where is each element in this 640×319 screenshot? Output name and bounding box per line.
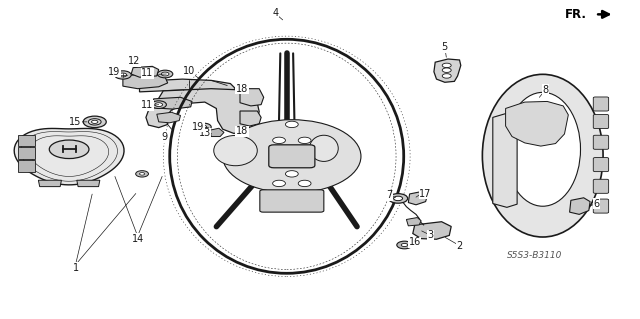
FancyBboxPatch shape: [593, 115, 609, 129]
Circle shape: [298, 180, 311, 187]
Circle shape: [200, 125, 207, 129]
Ellipse shape: [214, 135, 257, 166]
Ellipse shape: [483, 74, 603, 237]
Polygon shape: [157, 112, 180, 123]
Ellipse shape: [223, 120, 361, 193]
Text: FR.: FR.: [565, 8, 587, 21]
Circle shape: [88, 119, 101, 125]
Polygon shape: [140, 79, 236, 93]
Text: 8: 8: [542, 85, 548, 95]
Circle shape: [394, 196, 403, 201]
Text: 4: 4: [272, 8, 278, 19]
Circle shape: [285, 171, 298, 177]
FancyBboxPatch shape: [593, 97, 609, 111]
Text: 14: 14: [131, 234, 144, 244]
Polygon shape: [131, 66, 159, 77]
Circle shape: [273, 137, 285, 144]
Polygon shape: [38, 180, 61, 187]
Circle shape: [157, 70, 173, 78]
FancyBboxPatch shape: [593, 135, 609, 149]
Circle shape: [140, 173, 145, 175]
Circle shape: [92, 120, 98, 123]
Polygon shape: [154, 97, 192, 109]
Polygon shape: [123, 73, 168, 89]
Text: 11: 11: [141, 68, 154, 78]
FancyBboxPatch shape: [593, 158, 609, 172]
Circle shape: [285, 121, 298, 128]
Polygon shape: [18, 160, 35, 172]
Polygon shape: [77, 180, 100, 187]
Text: S5S3-B3110: S5S3-B3110: [507, 251, 562, 260]
Text: 7: 7: [386, 190, 392, 200]
Polygon shape: [18, 147, 35, 159]
Circle shape: [401, 243, 408, 247]
FancyBboxPatch shape: [260, 190, 324, 212]
Ellipse shape: [505, 93, 580, 206]
Circle shape: [442, 68, 451, 72]
Ellipse shape: [310, 135, 339, 161]
Polygon shape: [570, 198, 590, 214]
Text: 6: 6: [593, 198, 600, 209]
Text: 19: 19: [192, 122, 205, 132]
Circle shape: [161, 72, 169, 76]
Text: 19: 19: [108, 67, 120, 77]
FancyBboxPatch shape: [593, 179, 609, 193]
Text: 18: 18: [236, 84, 248, 94]
Text: 11: 11: [141, 100, 154, 110]
Circle shape: [273, 180, 285, 187]
Polygon shape: [146, 89, 259, 133]
Polygon shape: [240, 111, 261, 126]
Polygon shape: [434, 59, 461, 82]
Polygon shape: [14, 129, 124, 185]
Text: 16: 16: [408, 237, 421, 248]
Ellipse shape: [49, 140, 89, 159]
Text: 3: 3: [428, 230, 434, 241]
Circle shape: [442, 63, 451, 68]
Polygon shape: [506, 101, 568, 146]
Text: 17: 17: [419, 189, 432, 199]
Text: 13: 13: [198, 128, 211, 138]
Polygon shape: [408, 191, 428, 205]
FancyBboxPatch shape: [269, 145, 315, 168]
Text: 1: 1: [72, 263, 79, 273]
Circle shape: [298, 137, 311, 144]
Circle shape: [151, 101, 166, 108]
Text: 18: 18: [236, 126, 248, 137]
Circle shape: [196, 123, 211, 131]
Circle shape: [136, 171, 148, 177]
Circle shape: [397, 241, 412, 249]
Circle shape: [442, 74, 451, 78]
Circle shape: [119, 73, 127, 77]
Text: 12: 12: [128, 56, 141, 66]
Text: 5: 5: [442, 42, 448, 52]
Polygon shape: [493, 113, 517, 207]
Text: 2: 2: [456, 241, 463, 251]
Text: 9: 9: [161, 132, 168, 142]
Circle shape: [83, 116, 106, 128]
Polygon shape: [240, 89, 264, 106]
Polygon shape: [210, 128, 224, 137]
Circle shape: [115, 71, 131, 79]
Text: 10: 10: [182, 66, 195, 76]
FancyBboxPatch shape: [593, 199, 609, 213]
Text: 15: 15: [69, 117, 82, 127]
Polygon shape: [413, 222, 451, 239]
Polygon shape: [18, 135, 35, 146]
Circle shape: [388, 194, 408, 203]
Circle shape: [155, 103, 163, 107]
Polygon shape: [406, 218, 421, 226]
